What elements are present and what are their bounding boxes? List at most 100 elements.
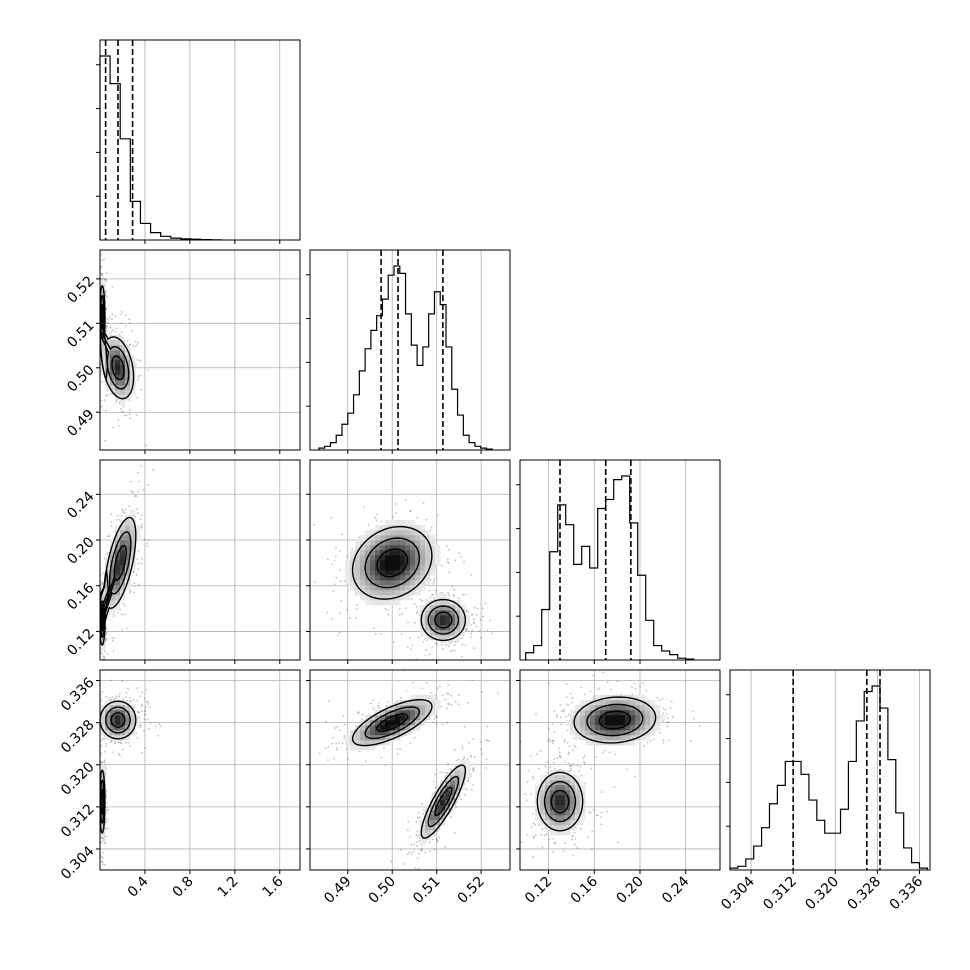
scatter-point: [405, 690, 408, 693]
density-cell: [130, 355, 136, 361]
density-cell: [355, 580, 361, 586]
scatter-point: [159, 725, 162, 728]
scatter-point: [347, 757, 349, 760]
scatter-point: [114, 742, 116, 745]
density-cell: [105, 385, 111, 391]
scatter-point: [569, 692, 572, 695]
scatter-point: [146, 542, 149, 545]
scatter-point: [355, 617, 358, 619]
density-cell: [390, 590, 396, 596]
panel-frame: [99, 39, 301, 241]
density-cell: [610, 735, 616, 741]
scatter-point: [372, 699, 374, 701]
scatter-point: [475, 614, 478, 616]
scatter-point: [345, 748, 348, 750]
density-cell: [380, 715, 386, 721]
scatter-point: [147, 700, 150, 703]
density-cell: [445, 600, 451, 606]
scatter-point: [126, 340, 129, 342]
density-cell: [390, 705, 396, 711]
density-cell: [390, 715, 396, 721]
density-cell: [600, 700, 606, 706]
scatter-point: [439, 771, 441, 774]
density-cell: [120, 535, 126, 541]
scatter-point: [594, 755, 597, 758]
scatter-point: [100, 761, 103, 764]
density-cell: [415, 585, 421, 591]
scatter-point: [554, 841, 557, 844]
density-cell: [615, 710, 621, 716]
scatter-point: [422, 502, 425, 505]
density-cell: [455, 600, 461, 606]
density-cell: [450, 610, 456, 616]
density-cell: [350, 585, 356, 591]
density-cell: [360, 545, 366, 551]
scatter-point: [414, 621, 416, 624]
density-cell: [345, 570, 351, 576]
scatter-point: [447, 763, 449, 766]
scatter-point: [416, 835, 419, 838]
density-cell: [115, 595, 121, 601]
density-cell: [560, 800, 566, 806]
scatter-point: [105, 326, 108, 328]
scatter-point: [408, 851, 411, 854]
scatter-point: [451, 640, 453, 643]
scatter-point: [407, 828, 409, 831]
scatter-point: [124, 508, 127, 511]
scatter-panel-0-2: 0.120.160.200.24: [64, 459, 301, 664]
density-cell: [450, 630, 456, 636]
density-cell: [425, 625, 431, 631]
scatter-point: [535, 713, 537, 716]
density-cell: [640, 720, 646, 726]
density-cell: [425, 545, 431, 551]
scatter-point: [331, 563, 333, 565]
scatter-point: [464, 776, 467, 779]
scatter-point: [158, 723, 160, 726]
scatter-point: [671, 715, 674, 718]
scatter-point: [333, 559, 336, 562]
scatter-point: [592, 697, 595, 700]
density-cell: [135, 715, 141, 721]
density-cell: [595, 735, 601, 741]
scatter-point: [105, 327, 108, 330]
scatter-point: [357, 712, 359, 715]
density-cell: [390, 535, 396, 541]
density-cell: [435, 705, 441, 711]
density-cell: [450, 625, 456, 631]
density-cell: [360, 595, 366, 601]
density-cell: [445, 625, 451, 631]
contour-line: [364, 706, 421, 740]
density-cell: [420, 840, 426, 846]
scatter-point: [96, 800, 98, 802]
contour-line: [100, 321, 135, 400]
density-cell: [450, 600, 456, 606]
scatter-point: [589, 811, 592, 814]
scatter-point: [143, 718, 146, 720]
scatter-point: [526, 781, 529, 783]
density-cell: [570, 730, 576, 736]
scatter-point: [416, 830, 419, 833]
density-cell: [115, 545, 121, 551]
scatter-point: [148, 539, 150, 542]
scatter-point: [497, 692, 499, 694]
density-cell: [585, 740, 591, 746]
scatter-point: [97, 325, 99, 327]
scatter-point: [135, 414, 138, 417]
scatter-point: [105, 321, 108, 324]
scatter-point: [332, 590, 335, 593]
density-cell: [430, 555, 436, 561]
scatter-point: [129, 696, 131, 699]
y-tick-label: 0.16: [64, 580, 97, 613]
scatter-point: [136, 359, 139, 361]
scatter-point: [106, 325, 108, 328]
scatter-point: [104, 278, 107, 281]
density-cell: [370, 590, 376, 596]
scatter-point: [591, 830, 594, 833]
scatter-point: [97, 379, 99, 381]
scatter-point: [104, 278, 107, 281]
density-cell: [635, 710, 641, 716]
scatter-point: [488, 740, 491, 742]
density-cell: [610, 705, 616, 711]
density-cell: [115, 535, 121, 541]
density-cell: [110, 375, 116, 381]
